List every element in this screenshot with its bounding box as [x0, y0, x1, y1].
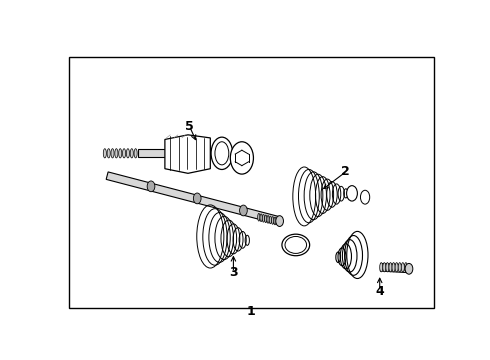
Ellipse shape [401, 263, 404, 272]
Ellipse shape [405, 264, 413, 274]
Ellipse shape [147, 181, 155, 192]
Ellipse shape [267, 216, 269, 223]
Ellipse shape [119, 149, 122, 158]
Ellipse shape [389, 263, 392, 272]
Ellipse shape [383, 263, 386, 272]
Ellipse shape [240, 205, 247, 216]
Ellipse shape [260, 214, 262, 222]
Ellipse shape [130, 149, 133, 158]
Ellipse shape [134, 149, 137, 158]
Polygon shape [138, 149, 167, 157]
Ellipse shape [282, 234, 310, 256]
Ellipse shape [285, 237, 307, 253]
Ellipse shape [258, 213, 260, 221]
Ellipse shape [404, 263, 408, 272]
Ellipse shape [103, 149, 106, 158]
Ellipse shape [107, 149, 110, 158]
Polygon shape [165, 135, 210, 173]
Ellipse shape [230, 142, 253, 174]
Ellipse shape [398, 263, 401, 272]
Ellipse shape [122, 149, 125, 158]
Polygon shape [380, 264, 408, 273]
Ellipse shape [386, 263, 389, 272]
Ellipse shape [380, 263, 383, 272]
Ellipse shape [126, 149, 129, 158]
Ellipse shape [395, 263, 398, 272]
Ellipse shape [115, 149, 118, 158]
Ellipse shape [274, 217, 276, 225]
Ellipse shape [361, 190, 370, 204]
Text: 1: 1 [247, 305, 255, 318]
Text: 3: 3 [229, 266, 238, 279]
Ellipse shape [211, 137, 233, 170]
Text: 5: 5 [185, 120, 194, 133]
Ellipse shape [194, 193, 201, 204]
Ellipse shape [111, 149, 114, 158]
Polygon shape [106, 172, 279, 224]
Ellipse shape [392, 263, 395, 272]
Ellipse shape [215, 142, 229, 165]
Ellipse shape [262, 215, 265, 222]
Ellipse shape [346, 186, 357, 201]
Ellipse shape [276, 216, 284, 226]
Text: 2: 2 [342, 165, 350, 178]
Ellipse shape [269, 216, 271, 224]
Text: 4: 4 [375, 285, 384, 298]
Ellipse shape [271, 217, 274, 224]
Ellipse shape [265, 215, 267, 223]
